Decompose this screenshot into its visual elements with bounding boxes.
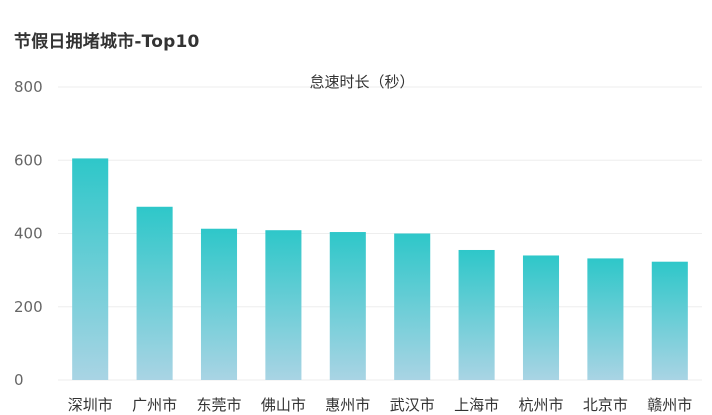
bar[interactable] bbox=[136, 206, 173, 380]
x-tick-label: 上海市 bbox=[454, 396, 499, 414]
x-tick-label: 东莞市 bbox=[196, 396, 241, 414]
bar[interactable] bbox=[329, 232, 366, 380]
y-tick-label: 0 bbox=[14, 371, 24, 389]
bars bbox=[72, 158, 688, 380]
bar[interactable] bbox=[265, 230, 302, 380]
legend[interactable]: 怠速时长（秒） bbox=[309, 73, 414, 91]
bar[interactable] bbox=[458, 249, 495, 380]
bar[interactable] bbox=[394, 233, 431, 381]
legend-item[interactable]: 怠速时长（秒） bbox=[309, 73, 414, 91]
x-axis: 深圳市 广州市 东莞市 佛山市 惠州市 武汉市 上海市 杭州市 北京市 赣州市 bbox=[68, 396, 693, 414]
x-tick-label: 广州市 bbox=[132, 396, 177, 414]
x-tick-label: 北京市 bbox=[583, 396, 628, 414]
y-tick-label: 400 bbox=[14, 225, 43, 243]
bar[interactable] bbox=[200, 228, 238, 380]
y-tick-label: 200 bbox=[14, 298, 43, 316]
bar[interactable] bbox=[522, 255, 560, 380]
x-tick-label: 武汉市 bbox=[390, 396, 435, 414]
x-tick-label: 赣州市 bbox=[647, 396, 692, 414]
y-tick-label: 600 bbox=[14, 151, 43, 169]
bar[interactable] bbox=[587, 258, 624, 380]
x-tick-label: 杭州市 bbox=[518, 396, 563, 414]
chart-title: 节假日拥堵城市-Top10 bbox=[14, 32, 200, 52]
y-axis: 0 200 400 600 800 bbox=[14, 78, 43, 389]
x-tick-label: 惠州市 bbox=[325, 396, 370, 414]
bar[interactable] bbox=[72, 158, 109, 380]
x-tick-label: 深圳市 bbox=[68, 396, 113, 414]
y-tick-label: 800 bbox=[14, 78, 43, 96]
bar[interactable] bbox=[651, 261, 688, 380]
x-tick-label: 佛山市 bbox=[261, 396, 306, 414]
